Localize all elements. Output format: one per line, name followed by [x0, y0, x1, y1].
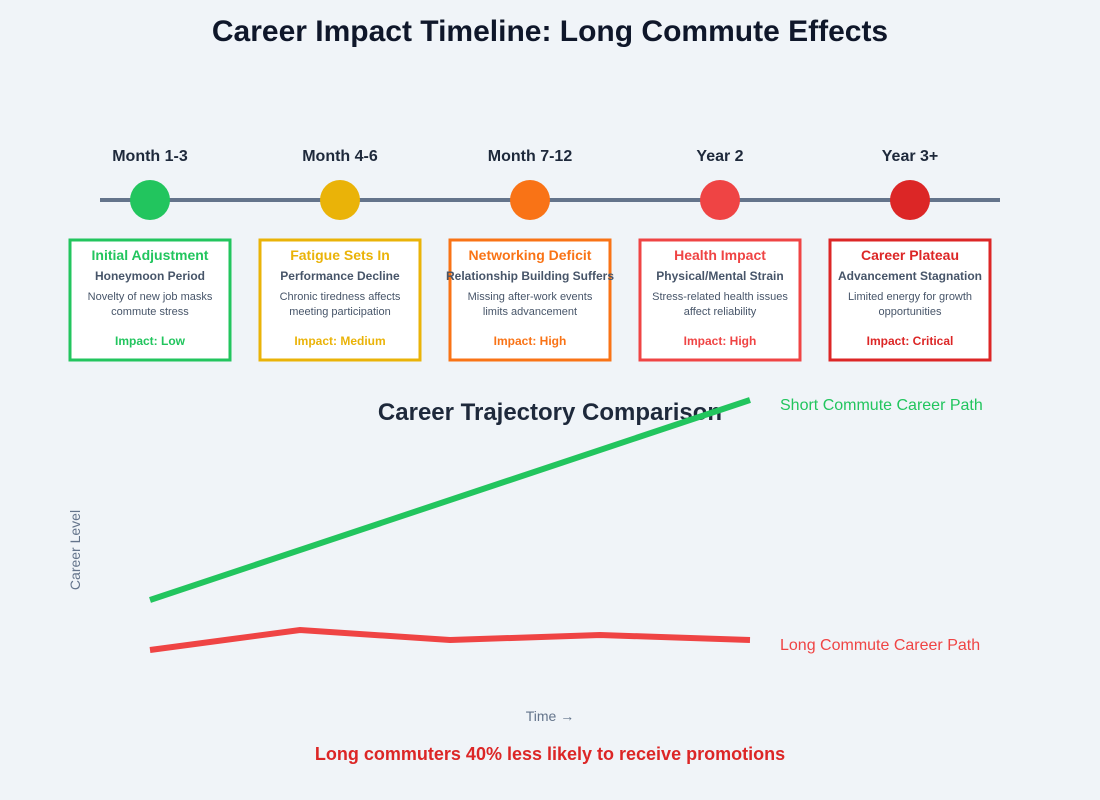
footer-stat: Long commuters 40% less likely to receiv…	[315, 744, 785, 764]
stage-subtitle: Advancement Stagnation	[838, 269, 982, 283]
stage-subtitle: Physical/Mental Strain	[656, 269, 783, 283]
stage-period: Month 7-12	[488, 148, 573, 165]
stage-impact: Impact: High	[494, 334, 567, 348]
timeline-stage: Year 2 Health Impact Physical/Mental Strai…	[638, 148, 802, 362]
x-axis-label: Time →	[526, 708, 574, 724]
stage-description: Chronic tiredness affects	[280, 291, 401, 303]
stage-card	[828, 238, 992, 362]
stage-description: limits advancement	[483, 306, 577, 318]
stage-description: commute stress	[111, 306, 189, 318]
timeline-stage: Month 4-6 Fatigue Sets In Performance Decl…	[258, 148, 422, 362]
stage-marker	[130, 180, 170, 220]
stage-marker	[510, 180, 550, 220]
stage-title: Networking Deficit	[469, 247, 592, 263]
stage-description: Stress-related health issues	[652, 291, 788, 303]
stage-description: Limited energy for growth	[848, 291, 972, 303]
short-commute-label: Short Commute Career Path	[780, 397, 983, 414]
stage-title: Health Impact	[674, 247, 766, 263]
stage-card	[68, 238, 232, 362]
long-commute-line	[149, 626, 751, 653]
stage-period: Month 4-6	[302, 148, 378, 165]
stage-period: Month 1-3	[112, 148, 188, 165]
stage-card	[448, 238, 612, 362]
stage-subtitle: Relationship Building Suffers	[446, 269, 614, 283]
stage-subtitle: Performance Decline	[280, 269, 400, 283]
stage-title: Fatigue Sets In	[290, 247, 390, 263]
comparison-title: Career Trajectory Comparison	[378, 399, 722, 426]
stage-description: Novelty of new job masks	[88, 291, 213, 303]
stage-period: Year 2	[696, 148, 743, 165]
stage-title: Initial Adjustment	[92, 247, 209, 263]
stage-marker	[890, 180, 930, 220]
stage-title: Career Plateau	[861, 247, 959, 263]
stage-description: Missing after-work events	[468, 291, 593, 303]
stage-description: affect reliability	[684, 306, 757, 318]
page-title: Career Impact Timeline: Long Commute Eff…	[212, 15, 888, 48]
stage-marker	[700, 180, 740, 220]
stage-card	[258, 238, 422, 362]
stage-impact: Impact: High	[684, 334, 757, 348]
timeline-stage: Month 1-3 Initial Adjustment Honeymoon Per…	[68, 148, 232, 362]
long-commute-label: Long Commute Career Path	[780, 637, 980, 654]
stage-card	[638, 238, 802, 362]
stage-impact: Impact: Critical	[867, 334, 954, 348]
stage-period: Year 3+	[882, 148, 939, 165]
stage-marker	[320, 180, 360, 220]
timeline-stage: Month 7-12 Networking Deficit Relationship…	[446, 148, 614, 362]
stage-description: meeting participation	[289, 306, 391, 318]
stage-description: opportunities	[879, 306, 942, 318]
short-commute-line	[149, 397, 751, 603]
y-axis-label: Career Level	[67, 510, 83, 590]
stage-impact: Impact: Low	[115, 334, 186, 348]
stage-subtitle: Honeymoon Period	[95, 269, 205, 283]
stage-impact: Impact: Medium	[294, 334, 385, 348]
timeline-stage: Year 3+ Career Plateau Advancement Stagnat…	[828, 148, 992, 362]
